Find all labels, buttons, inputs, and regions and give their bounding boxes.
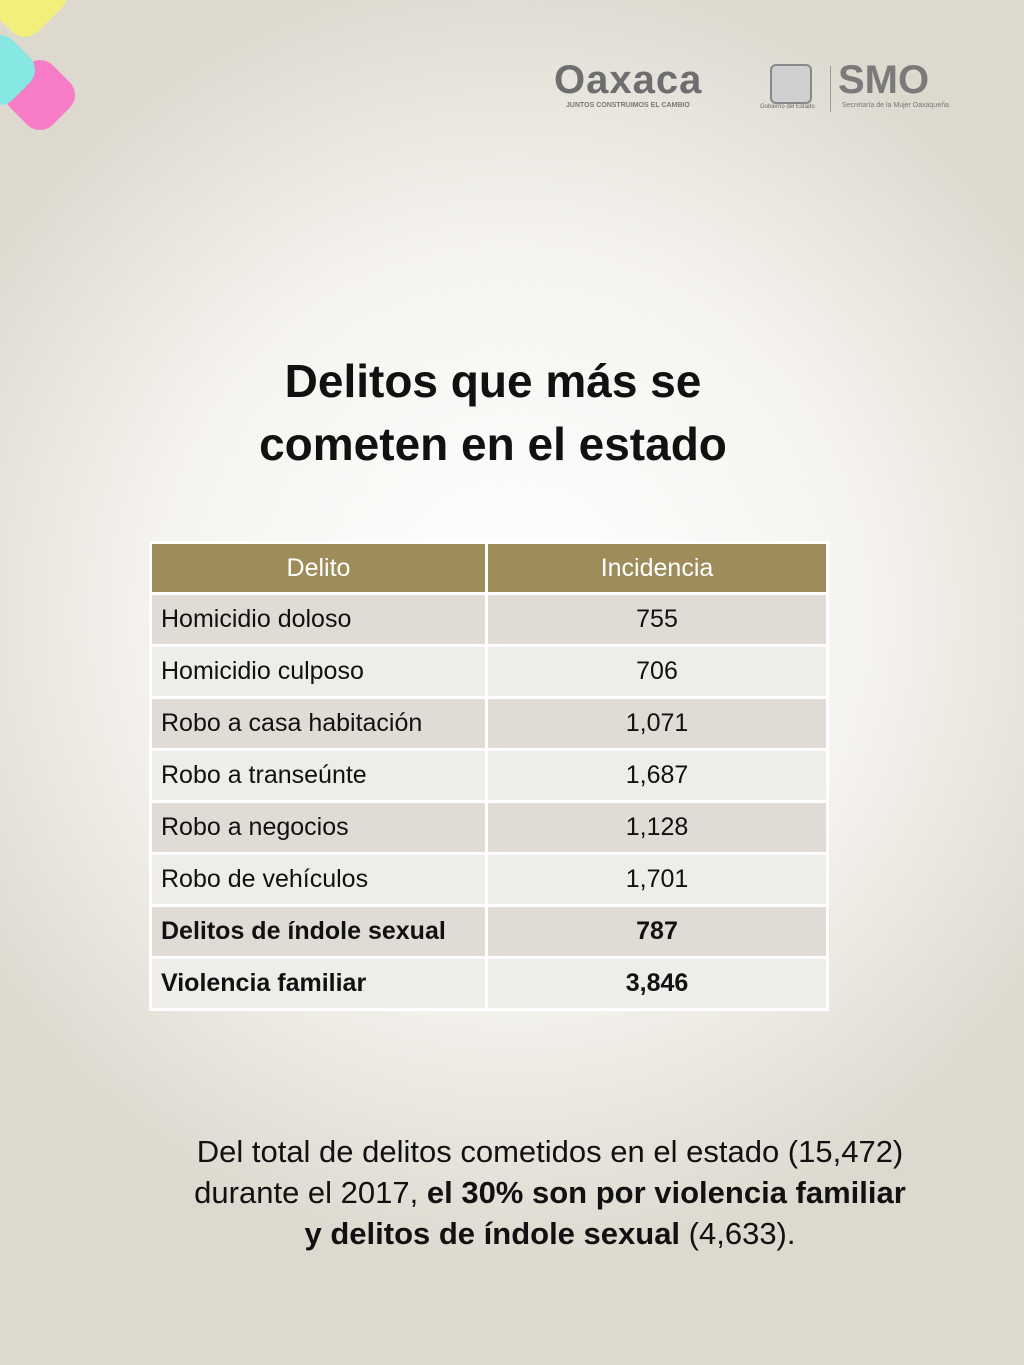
cell: Delitos de índole sexual: [149, 904, 488, 959]
table-row: Robo de vehículos 1,701: [149, 852, 829, 907]
cell: 1,128: [485, 800, 829, 855]
summary-text: Del total de delitos cometidos en el est…: [196, 1134, 904, 1169]
cell: 3,846: [485, 956, 829, 1011]
agency-name: Secretaría de la Mujer Oaxaqueña: [842, 102, 950, 109]
table-row: Robo a casa habitación 1,071: [149, 696, 829, 751]
header-row: Delito Incidencia: [149, 541, 829, 595]
title: Delitos que más se cometen en el estado: [0, 350, 986, 476]
summary-line: Del total de delitos cometidos en el est…: [0, 1131, 1024, 1172]
summary-text: durante el 2017,: [194, 1175, 427, 1210]
agency: SMO: [838, 58, 930, 102]
summary-text: y delitos de índole sexual: [304, 1216, 681, 1251]
cell: Robo de vehículos: [149, 852, 488, 907]
table-row: Delitos de índole sexual 787: [149, 904, 829, 959]
column-header: Incidencia: [485, 541, 829, 595]
cell: Homicidio doloso: [149, 592, 488, 647]
slogan: JUNTOS CONSTRUIMOS EL CAMBIO: [566, 102, 690, 109]
summary-text: el 30% son por violencia familiar: [426, 1175, 906, 1210]
table: Delito Incidencia Homicidio doloso 755 Homic…: [149, 541, 829, 1011]
government: Gobierno del Estado: [760, 104, 815, 110]
cell: Robo a negocios: [149, 800, 488, 855]
cell: 1,071: [485, 696, 829, 751]
table-row: Robo a transeúnte 1,687: [149, 748, 829, 803]
cell: 1,687: [485, 748, 829, 803]
cell: Robo a casa habitación: [149, 696, 488, 751]
table-row: Homicidio doloso 755: [149, 592, 829, 647]
seal: [770, 64, 812, 104]
separator: [830, 66, 831, 112]
summary-line: durante el 2017, el 30% son por violenci…: [0, 1172, 1024, 1213]
cell: 787: [485, 904, 829, 959]
summary-text: (4,633).: [680, 1216, 796, 1251]
logos: Oaxaca JUNTOS CONSTRUIMOS EL CAMBIO Gobi…: [552, 58, 972, 117]
cell: 1,701: [485, 852, 829, 907]
cell: Homicidio culposo: [149, 644, 488, 699]
brand: Oaxaca: [554, 58, 703, 102]
table-row: Robo a negocios 1,128: [149, 800, 829, 855]
cell: 755: [485, 592, 829, 647]
summary-line: y delitos de índole sexual (4,633).: [0, 1213, 1024, 1254]
table-row: Homicidio culposo 706: [149, 644, 829, 699]
title-line: Delitos que más se: [284, 355, 702, 407]
table-row: Violencia familiar 3,846: [149, 956, 829, 1011]
cell: 706: [485, 644, 829, 699]
column-header: Delito: [149, 541, 488, 595]
title-line: cometen en el estado: [259, 418, 727, 470]
cell: Robo a transeúnte: [149, 748, 488, 803]
cell: Violencia familiar: [149, 956, 488, 1011]
summary: Del total de delitos cometidos en el est…: [0, 1131, 1024, 1254]
